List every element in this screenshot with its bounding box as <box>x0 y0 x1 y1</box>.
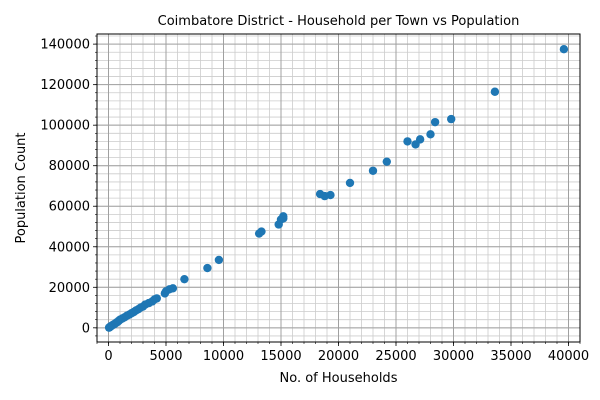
data-point <box>279 214 288 223</box>
y-tick-label: 100000 <box>40 119 90 134</box>
data-point <box>345 178 355 188</box>
x-tick-label: 15000 <box>260 349 301 364</box>
y-tick-label: 80000 <box>49 159 90 174</box>
data-point <box>490 87 500 96</box>
x-tick-label: 20000 <box>318 349 359 364</box>
y-tick-label: 40000 <box>49 240 90 255</box>
data-point <box>214 255 224 265</box>
x-tick-label: 30000 <box>433 349 474 364</box>
data-point <box>411 140 420 149</box>
data-point <box>368 166 378 175</box>
data-point <box>274 220 283 229</box>
plot-frame <box>96 33 581 343</box>
x-axis-title: No. of Households <box>280 371 398 386</box>
y-tick-label: 20000 <box>49 281 90 296</box>
major-grid <box>97 34 580 342</box>
data-point <box>160 289 170 298</box>
data-points <box>104 44 569 332</box>
y-tick-label: 60000 <box>49 200 90 215</box>
data-point <box>426 130 435 139</box>
y-tick-label: 0 <box>82 321 90 336</box>
data-point <box>559 44 569 54</box>
data-point <box>315 189 325 199</box>
y-tick-label: 140000 <box>40 38 90 53</box>
y-axis-title: Population Count <box>14 132 29 243</box>
data-point <box>403 137 412 146</box>
data-point <box>382 157 391 166</box>
data-point <box>104 323 114 332</box>
x-tick-label: 0 <box>104 349 112 364</box>
data-point <box>447 114 456 124</box>
chart-title: Coimbatore District - Household per Town… <box>158 14 520 29</box>
x-tick-label: 25000 <box>375 349 416 364</box>
data-point <box>430 117 440 127</box>
x-tick-label: 5000 <box>149 349 182 364</box>
y-tick-label: 120000 <box>40 78 90 93</box>
data-point <box>180 274 189 284</box>
x-tick-label: 40000 <box>548 349 589 364</box>
x-tick-label: 35000 <box>490 349 531 364</box>
data-point <box>254 229 264 238</box>
x-tick-label: 10000 <box>203 349 244 364</box>
data-point <box>203 263 212 273</box>
